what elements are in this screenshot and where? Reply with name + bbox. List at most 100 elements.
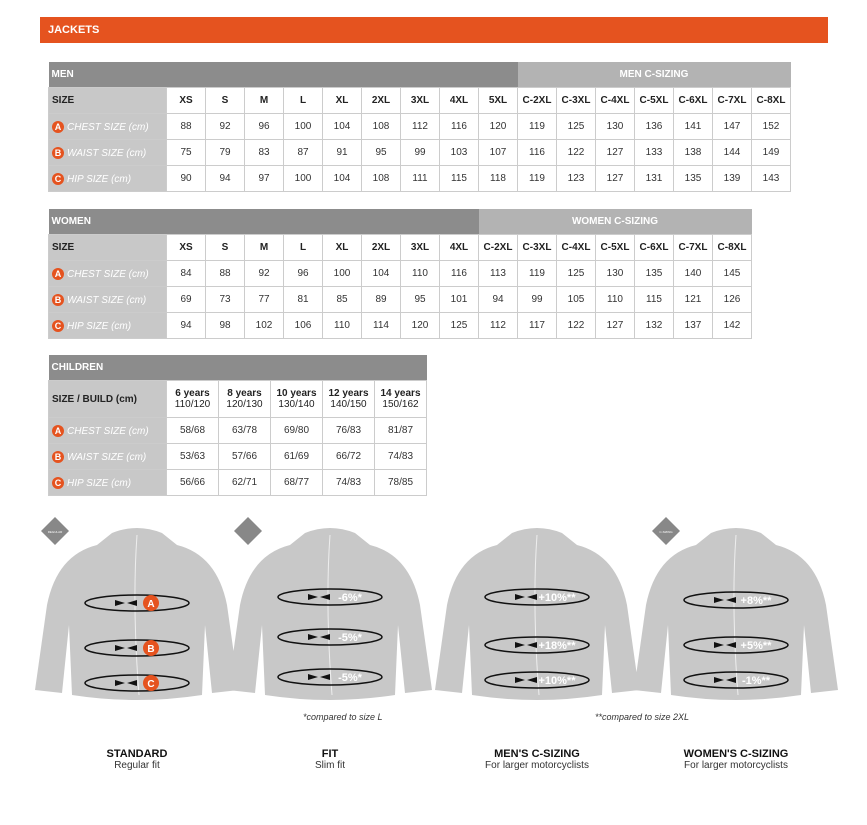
age: 12 years bbox=[328, 388, 369, 399]
size-value: 127 bbox=[595, 165, 635, 192]
arrow-icon bbox=[714, 597, 736, 603]
fit-description: For larger motorcyclists bbox=[684, 760, 788, 771]
children-size-table: CHILDREN SIZE / BUILD (cm) 6 years 110/120 8… bbox=[48, 355, 427, 496]
row-label-text: WAIST SIZE (cm) bbox=[67, 147, 147, 159]
jacket-shape bbox=[634, 528, 838, 700]
table-row: C HIP SIZE (cm) 90 94 97 100 104 108 111 115 118 11… bbox=[48, 165, 791, 192]
size-value: 105 bbox=[556, 286, 596, 313]
jacket-shape bbox=[435, 528, 639, 700]
size-value: 104 bbox=[322, 113, 362, 140]
size-value: 92 bbox=[244, 260, 284, 287]
measure-loop bbox=[683, 671, 789, 689]
percent-label: +10%** bbox=[538, 592, 576, 604]
size-value: 73 bbox=[205, 286, 245, 313]
fit-description: Regular fit bbox=[114, 760, 160, 771]
row-label: A CHEST SIZE (cm) bbox=[48, 260, 167, 287]
row-label: B WAIST SIZE (cm) bbox=[48, 443, 167, 470]
size-value: 120 bbox=[478, 113, 518, 140]
size-header: 10 years 130/140 bbox=[270, 380, 323, 418]
size-value: 88 bbox=[205, 260, 245, 287]
size-value: 66/72 bbox=[322, 443, 375, 470]
size-value: 125 bbox=[556, 113, 596, 140]
size-value: 62/71 bbox=[218, 469, 271, 496]
size-value: 94 bbox=[166, 312, 206, 339]
measure-loop bbox=[84, 594, 190, 612]
size-value: 130 bbox=[595, 260, 635, 287]
table-row: A CHEST SIZE (cm) 84 88 92 96 100 104 110 116 113 1… bbox=[48, 260, 752, 287]
measure-loop bbox=[484, 671, 590, 689]
size-value: 130 bbox=[595, 113, 635, 140]
size-value: 103 bbox=[439, 139, 479, 166]
size-header: 3XL bbox=[400, 87, 440, 114]
size-value: 95 bbox=[400, 286, 440, 313]
women-size-table: WOMEN WOMEN C-SIZING SIZE XS S M L XL 2XL 3XL 4XL C… bbox=[48, 209, 752, 339]
measure-loop bbox=[683, 591, 789, 609]
size-header: C-5XL bbox=[595, 234, 635, 261]
size-header: 12 years 140/150 bbox=[322, 380, 375, 418]
row-label-text: WAIST SIZE (cm) bbox=[67, 294, 147, 306]
size-header: 8 years 120/130 bbox=[218, 380, 271, 418]
size-value: 110 bbox=[595, 286, 635, 313]
table-title: CHILDREN bbox=[48, 355, 427, 381]
size-header: C-3XL bbox=[517, 234, 557, 261]
size-value: 75 bbox=[166, 139, 206, 166]
size-value: 127 bbox=[595, 312, 635, 339]
size-header: 2XL bbox=[361, 87, 401, 114]
size-value: 94 bbox=[205, 165, 245, 192]
table-row: B WAIST SIZE (cm) 69 73 77 81 85 89 95 101 94 99 105… bbox=[48, 286, 752, 313]
size-header: S bbox=[205, 234, 245, 261]
arrow-icon bbox=[308, 674, 330, 680]
size-value: 112 bbox=[478, 312, 518, 339]
marker-badge: B bbox=[52, 146, 64, 159]
size-header: 4XL bbox=[439, 234, 479, 261]
size-value: 74/83 bbox=[322, 469, 375, 496]
size-value: 135 bbox=[634, 260, 674, 287]
size-value: 81/87 bbox=[374, 417, 427, 444]
size-header: C-8XL bbox=[712, 234, 752, 261]
build: 120/130 bbox=[226, 399, 263, 410]
measure-loop bbox=[484, 636, 590, 654]
size-header: C-7XL bbox=[673, 234, 713, 261]
c-sizing-title: MEN C-SIZING bbox=[517, 62, 791, 88]
row-label-text: HIP SIZE (cm) bbox=[67, 477, 132, 489]
size-value: 88 bbox=[166, 113, 206, 140]
size-value: 81 bbox=[283, 286, 323, 313]
row-label: C HIP SIZE (cm) bbox=[48, 312, 167, 339]
size-header: C-5XL bbox=[634, 87, 674, 114]
size-value: 68/77 bbox=[270, 469, 323, 496]
row-label-text: WAIST SIZE (cm) bbox=[67, 451, 147, 463]
men-size-table: MEN MEN C-SIZING SIZE XS S M L XL 2XL 3XL 4XL 5XL C-… bbox=[48, 62, 791, 192]
size-value: 137 bbox=[673, 312, 713, 339]
fit-description: Slim fit bbox=[315, 760, 345, 771]
size-header: C-6XL bbox=[634, 234, 674, 261]
row-label: B WAIST SIZE (cm) bbox=[48, 139, 167, 166]
table-title: MEN bbox=[48, 62, 518, 88]
measure-loop bbox=[84, 674, 190, 692]
size-value: 83 bbox=[244, 139, 284, 166]
age: 6 years bbox=[175, 388, 210, 399]
table-row: C HIP SIZE (cm) 94 98 102 106 110 114 120 125 112 1… bbox=[48, 312, 752, 339]
row-label-text: HIP SIZE (cm) bbox=[67, 320, 132, 332]
percent-label: -1%** bbox=[742, 675, 771, 687]
size-value: 131 bbox=[634, 165, 674, 192]
arrow-icon bbox=[714, 642, 736, 648]
size-value: 140 bbox=[673, 260, 713, 287]
marker-badge: A bbox=[52, 120, 64, 133]
zipper-line bbox=[327, 534, 333, 696]
size-value: 104 bbox=[361, 260, 401, 287]
row-label-text: HIP SIZE (cm) bbox=[67, 173, 132, 185]
marker-badge: A bbox=[52, 267, 64, 280]
table-title: WOMEN bbox=[48, 209, 479, 235]
arrow-icon bbox=[115, 645, 137, 651]
size-value: 123 bbox=[556, 165, 596, 192]
size-header: M bbox=[244, 234, 284, 261]
size-value: 99 bbox=[517, 286, 557, 313]
size-value: 138 bbox=[673, 139, 713, 166]
size-value: 145 bbox=[712, 260, 752, 287]
size-value: 74/83 bbox=[374, 443, 427, 470]
size-value: 110 bbox=[400, 260, 440, 287]
build: 130/140 bbox=[278, 399, 315, 410]
row-label-text: CHEST SIZE (cm) bbox=[67, 268, 149, 280]
fit-badge-icon: REGULAR bbox=[41, 517, 69, 545]
size-header: C-2XL bbox=[517, 87, 557, 114]
